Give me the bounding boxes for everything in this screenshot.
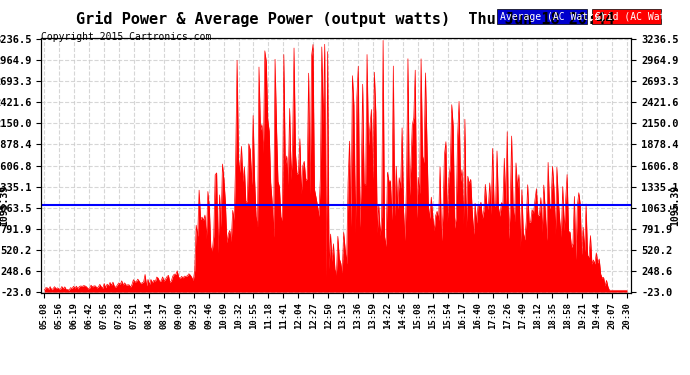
Text: Grid Power & Average Power (output watts)  Thu Jun 18 20:44: Grid Power & Average Power (output watts… <box>76 11 614 27</box>
Text: 1095.39: 1095.39 <box>0 185 10 226</box>
Text: Grid (AC Watts): Grid (AC Watts) <box>595 12 684 22</box>
Text: Copyright 2015 Cartronics.com: Copyright 2015 Cartronics.com <box>41 32 212 42</box>
Text: Average (AC Watts): Average (AC Watts) <box>500 12 606 22</box>
Text: 1095.39: 1095.39 <box>670 185 680 226</box>
Text: 1095.39: 1095.39 <box>0 185 3 226</box>
